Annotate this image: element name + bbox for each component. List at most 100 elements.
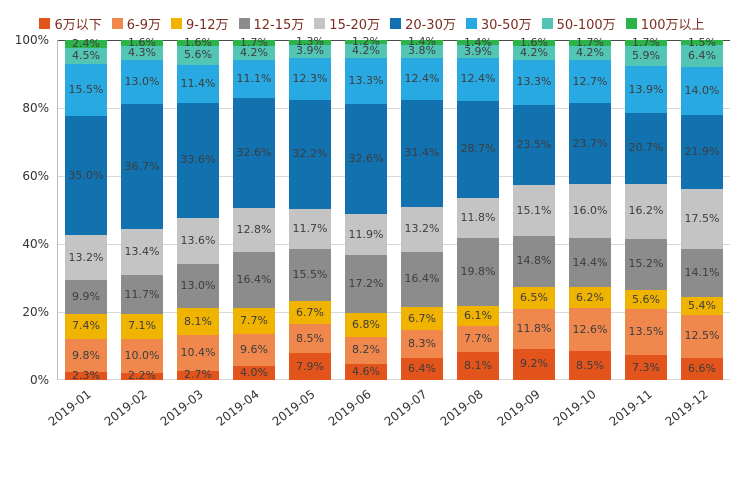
bar-segment: 28.7%: [457, 100, 499, 199]
bar-segment: 6.5%: [513, 286, 555, 309]
bar-segment: 12.8%: [233, 208, 275, 252]
bar-value-label: 6.4%: [408, 362, 436, 376]
bar-segment: 8.2%: [345, 336, 387, 365]
legend-item-2[interactable]: 9-12万: [171, 14, 229, 33]
bar-segment: 2.2%: [121, 370, 163, 382]
bar-value-label: 4.6%: [352, 365, 380, 379]
bar-value-label: 13.6%: [180, 233, 216, 247]
bar-segment: 11.4%: [177, 64, 219, 104]
bar-segment: 12.3%: [289, 57, 331, 100]
bar-segment: 11.7%: [121, 274, 163, 315]
x-cell: 2019-10: [550, 380, 618, 442]
bar-segment: 6.4%: [401, 358, 443, 380]
bar-segment: 6.8%: [345, 313, 387, 337]
legend-label: 9-12万: [186, 18, 229, 33]
bar-segment: 14.4%: [569, 238, 611, 288]
bar-slot: 9.2% 11.8% 6.5% 14.8% 15.1% 23.5% 13.3% 4.2% 1.6…: [506, 36, 562, 380]
legend-item-0[interactable]: 6万以下: [39, 14, 102, 33]
bar-value-label: 16.0%: [572, 204, 608, 218]
bar-2019-01: 2.3% 9.8% 7.4% 9.9% 13.2% 35.0% 15.5% 4.5% 2.4%: [65, 38, 107, 382]
bar-2019-12: 6.6% 12.5% 5.4% 14.1% 17.5% 21.9% 14.0% 6.4% 1.5…: [681, 36, 723, 380]
x-cell: 2019-12: [662, 380, 730, 442]
bar-segment: 6.1%: [457, 305, 499, 327]
x-cell: 2019-07: [382, 380, 449, 442]
bar-2019-09: 9.2% 11.8% 6.5% 14.8% 15.1% 23.5% 13.3% 4.2% 1.6…: [513, 36, 555, 380]
legend-item-5[interactable]: 20-30万: [390, 14, 456, 33]
bar-segment: 14.1%: [681, 248, 723, 297]
bar-segment: 3.9%: [457, 45, 499, 59]
bar-value-label: 8.1%: [464, 359, 492, 373]
bar-segment: 1.6%: [121, 36, 163, 48]
x-cell: 2019-05: [270, 380, 337, 442]
gridline: [58, 244, 730, 245]
bar-value-label: 23.5%: [516, 137, 552, 151]
bar-segment: 12.4%: [401, 57, 443, 100]
bar-segment: 32.2%: [289, 99, 331, 210]
bar-value-label: 15.1%: [516, 203, 552, 217]
bar-segment: 8.3%: [401, 330, 443, 359]
bar-segment: 16.0%: [569, 183, 611, 239]
bar-segment: 7.9%: [289, 353, 331, 380]
bar-value-label: 8.2%: [352, 343, 380, 357]
bar-segment: 9.8%: [65, 338, 107, 373]
bar-segment: 8.1%: [177, 307, 219, 336]
bar-slot: 2.7% 10.4% 8.1% 13.0% 13.6% 33.6% 11.4% 5.6% 1.6…: [170, 36, 226, 381]
legend-item-4[interactable]: 15-20万: [314, 14, 380, 33]
bar-segment: 11.9%: [345, 214, 387, 255]
bar-segment: 12.5%: [681, 315, 723, 358]
bar-slot: 4.6% 8.2% 6.8% 17.2% 11.9% 32.6% 13.3% 4.2% 1.2%: [338, 36, 394, 380]
bar-value-label: 13.2%: [404, 222, 440, 236]
bar-value-label: 4.5%: [72, 48, 100, 62]
bar-segment: 5.6%: [625, 290, 667, 310]
gridline: [58, 108, 730, 109]
legend-item-6[interactable]: 30-50万: [465, 14, 532, 33]
bar-value-label: 13.9%: [628, 82, 664, 96]
legend-label: 100万以上: [640, 18, 705, 33]
legend-swatch-icon: [111, 18, 123, 29]
bar-value-label: 14.8%: [516, 254, 552, 268]
bar-value-label: 4.2%: [576, 45, 604, 59]
bar-segment: 1.3%: [289, 36, 331, 48]
grid-layer: [58, 40, 730, 380]
bar-slot: 8.1% 7.7% 6.1% 19.8% 11.8% 28.7% 12.4% 3.9% 1.4%: [450, 36, 506, 380]
bar-segment: 16.4%: [401, 251, 443, 308]
bar-2019-02: 2.2% 10.0% 7.1% 11.7% 13.4% 36.7% 13.0% 4.3% 1.6…: [121, 36, 163, 382]
bar-value-label: 36.7%: [124, 159, 160, 173]
bar-segment: 17.2%: [345, 254, 387, 314]
x-cell: 2019-11: [606, 380, 674, 442]
bar-segment: 9.2%: [513, 348, 555, 380]
bar-segment: 14.8%: [513, 236, 555, 287]
bar-segment: 12.7%: [569, 60, 611, 104]
bar-segment: 33.6%: [177, 103, 219, 218]
bar-segment: 2.4%: [65, 38, 107, 50]
bar-segment: 13.2%: [65, 235, 107, 281]
bar-slot: 6.4% 8.3% 6.7% 16.4% 13.2% 31.4% 12.4% 3.8% 1.4%: [394, 36, 450, 380]
bar-value-label: 12.4%: [460, 72, 496, 86]
legend-swatch-icon: [625, 18, 637, 29]
bar-segment: 6.6%: [681, 357, 723, 380]
bar-segment: 1.5%: [681, 36, 723, 48]
bar-segment: 4.3%: [121, 45, 163, 61]
bar-segment: 11.7%: [289, 209, 331, 249]
y-axis-label: 80%: [22, 101, 49, 115]
bar-segment: 11.1%: [233, 60, 275, 98]
bar-value-label: 16.4%: [236, 272, 272, 286]
bar-value-label: 5.6%: [632, 292, 660, 306]
bar-segment: 7.1%: [121, 314, 163, 339]
bar-value-label: 12.3%: [292, 71, 328, 85]
bar-segment: 2.3%: [65, 370, 107, 382]
y-axis-label: 100%: [14, 33, 49, 47]
bar-2019-06: 4.6% 8.2% 6.8% 17.2% 11.9% 32.6% 13.3% 4.2% 1.2%: [345, 36, 387, 380]
bar-value-label: 10.0%: [124, 348, 160, 362]
legend-item-8[interactable]: 100万以上: [625, 14, 705, 33]
legend-item-3[interactable]: 12-15万: [238, 14, 304, 33]
legend-item-1[interactable]: 6-9万: [111, 14, 161, 33]
bar-segment: 10.0%: [121, 338, 163, 373]
legend-item-7[interactable]: 50-100万: [541, 14, 616, 33]
bar-value-label: 6.6%: [688, 361, 716, 375]
bar-value-label: 11.9%: [348, 227, 384, 241]
gridline: [58, 40, 730, 41]
bar-slot: 8.5% 12.6% 6.2% 14.4% 16.0% 23.7% 12.7% 4.2% 1.7…: [562, 36, 618, 380]
bar-2019-10: 8.5% 12.6% 6.2% 14.4% 16.0% 23.7% 12.7% 4.2% 1.7…: [569, 36, 611, 380]
